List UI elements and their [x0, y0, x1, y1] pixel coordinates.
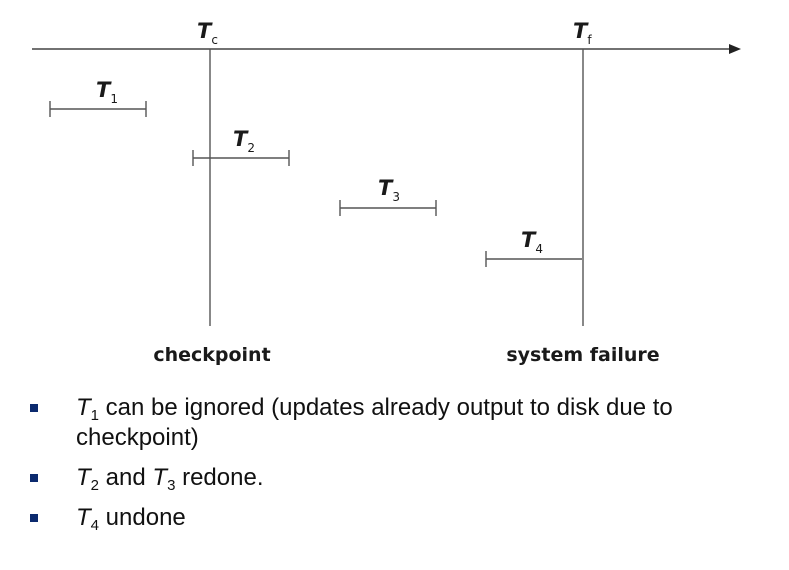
time-axis-arrowhead: [729, 44, 741, 54]
transaction-t3: T3: [339, 176, 437, 216]
failure-time-label: Tf: [573, 19, 592, 47]
bullet-square-icon: [30, 514, 38, 522]
bullet-square-icon: [30, 474, 38, 482]
transaction-t4: T4: [485, 228, 582, 267]
checkpoint-time-label: Tc: [197, 19, 218, 47]
note-t4: T4 undone: [30, 503, 775, 533]
checkpoint-caption: checkpoint: [153, 344, 270, 366]
transaction-t2-label: T2: [233, 127, 255, 155]
recovery-timeline-diagram: Tc Tf T1 T2 T3 T4 checkpoint system fail…: [32, 19, 741, 366]
failure-caption: system failure: [506, 344, 659, 366]
transaction-t4-label: T4: [521, 228, 543, 256]
transaction-t2: T2: [192, 127, 290, 166]
transaction-t3-label: T3: [378, 176, 400, 204]
transaction-t1-label: T1: [96, 78, 118, 106]
notes-list: T1 can be ignored (updates already outpu…: [30, 393, 775, 543]
note-t1: T1 can be ignored (updates already outpu…: [30, 393, 775, 453]
bullet-square-icon: [30, 404, 38, 412]
transaction-t1: T1: [49, 78, 147, 117]
note-t2-t3: T2 and T3 redone.: [30, 463, 775, 493]
